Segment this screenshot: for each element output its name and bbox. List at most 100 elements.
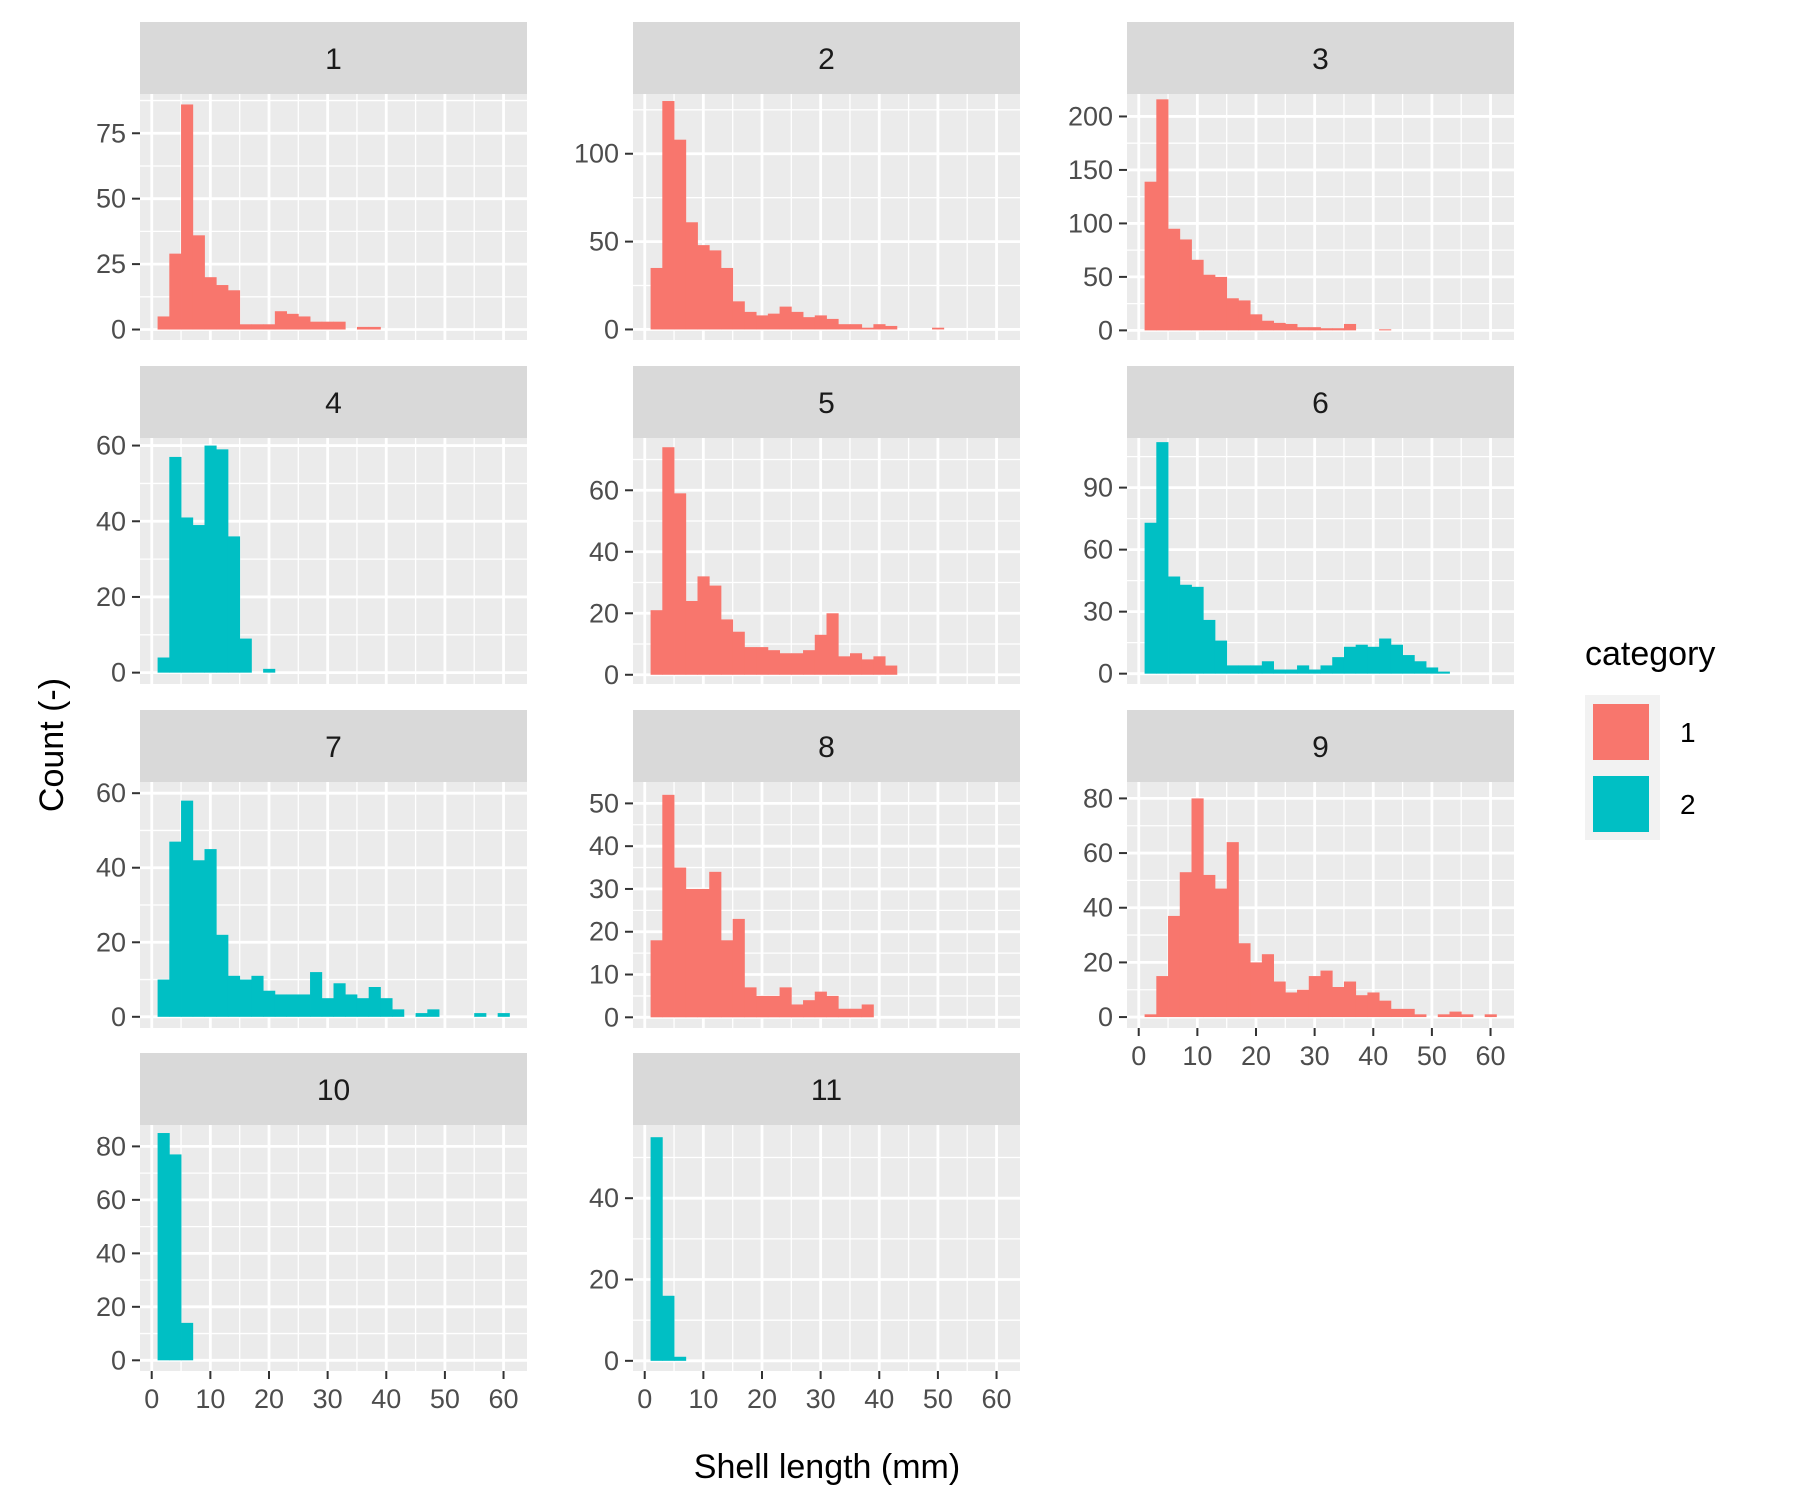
legend-key-category-2 — [1593, 776, 1649, 832]
x-tick-label: 20 — [1241, 1041, 1271, 1071]
histogram-bar — [674, 867, 687, 1018]
facet-panel-1: 1 0 25 50 75 — [96, 22, 527, 345]
y-tick-label: 30 — [1083, 597, 1113, 627]
y-tick-label: 150 — [1068, 155, 1113, 185]
histogram-bar — [849, 1008, 863, 1018]
histogram-bar — [1144, 181, 1157, 331]
histogram-bar — [1332, 328, 1345, 331]
facet-strip-label: 10 — [317, 1074, 350, 1107]
histogram-bar — [767, 995, 780, 1018]
histogram-bar — [803, 1000, 816, 1018]
histogram-bar — [427, 1009, 440, 1017]
histogram-bar — [838, 324, 851, 330]
histogram-bar — [497, 1013, 510, 1017]
x-tick-label: 60 — [982, 1384, 1012, 1414]
histogram-bar — [1156, 99, 1169, 331]
histogram-bar — [181, 1322, 194, 1361]
histogram-bar — [756, 315, 769, 330]
histogram-bar — [286, 994, 299, 1017]
histogram-bar — [814, 315, 827, 330]
legend-label-category-2: 2 — [1680, 789, 1696, 820]
histogram-bar — [1203, 274, 1216, 331]
y-tick-label: 60 — [589, 475, 619, 505]
histogram-bar — [1285, 323, 1298, 331]
y-tick-label: 60 — [96, 1185, 126, 1215]
facet-strip-label: 6 — [1312, 387, 1329, 420]
histogram-bar — [791, 1004, 804, 1018]
histogram-bar — [1414, 1014, 1427, 1018]
histogram-bar — [697, 576, 710, 675]
facet-panel-7: 7 0 20 40 60 — [96, 710, 527, 1032]
histogram-bar — [169, 1154, 182, 1361]
histogram-bar — [791, 653, 804, 675]
x-tick-label: 20 — [254, 1384, 284, 1414]
x-tick-label: 40 — [1358, 1041, 1388, 1071]
histogram-bar — [650, 267, 663, 330]
y-tick-label: 90 — [1083, 473, 1113, 503]
y-tick-label: 20 — [589, 917, 619, 947]
histogram-bar — [298, 316, 311, 330]
y-tick-label: 60 — [96, 778, 126, 808]
histogram-bar — [157, 979, 170, 1017]
histogram-bar — [1261, 320, 1274, 331]
histogram-bar — [1414, 661, 1427, 674]
facet-panel-9: 9 0 20 40 60 80 0 10 20 30 40 50 60 — [1083, 710, 1514, 1071]
y-tick-label: 20 — [96, 582, 126, 612]
y-tick-label: 80 — [1083, 783, 1113, 813]
histogram-bar — [709, 585, 722, 675]
histogram-bar — [685, 600, 698, 675]
histogram-bar — [1250, 665, 1263, 674]
histogram-bar — [779, 653, 792, 675]
legend: category 1 2 — [1585, 635, 1715, 840]
facet-strip-label: 7 — [325, 731, 342, 764]
histogram-bar — [415, 1013, 428, 1017]
y-tick-label: 20 — [96, 1292, 126, 1322]
y-tick-label: 0 — [604, 1346, 619, 1376]
histogram-bar — [181, 800, 194, 1017]
histogram-bar — [756, 647, 769, 675]
histogram-bar — [356, 998, 370, 1017]
histogram-bar — [1238, 943, 1251, 1018]
histogram-bar — [204, 445, 217, 673]
facet-panel-10: 10 0 20 40 60 80 0 10 20 30 40 50 60 — [96, 1053, 527, 1414]
histogram-bar — [709, 250, 722, 330]
histogram-bar — [1402, 1008, 1415, 1018]
histogram-bar — [274, 311, 287, 330]
histogram-bar — [204, 849, 217, 1017]
histogram-bar — [709, 871, 722, 1018]
histogram-bar — [849, 653, 863, 675]
histogram-bar — [1214, 640, 1228, 674]
histogram-bar — [1156, 976, 1169, 1018]
facet-strip-label: 4 — [325, 387, 342, 420]
y-tick-label: 100 — [1068, 208, 1113, 238]
facet-strip — [633, 710, 1020, 782]
histogram-bar — [1437, 671, 1450, 674]
histogram-bar — [791, 311, 804, 330]
histogram-bar — [263, 668, 276, 673]
x-tick-label: 30 — [313, 1384, 343, 1414]
y-tick-label: 0 — [111, 1345, 126, 1375]
histogram-bar — [263, 324, 276, 330]
histogram-bar — [1156, 442, 1169, 674]
histogram-bar — [1437, 1014, 1450, 1018]
histogram-bar — [662, 101, 675, 330]
y-tick-label: 100 — [574, 139, 619, 169]
x-tick-label: 40 — [864, 1384, 894, 1414]
histogram-bar — [169, 253, 182, 330]
y-tick-label: 10 — [589, 960, 619, 990]
histogram-bar — [333, 983, 346, 1017]
facet-strip — [140, 710, 527, 782]
histogram-bar — [650, 940, 663, 1018]
y-tick-label: 40 — [96, 1238, 126, 1268]
legend-key-category-1 — [1593, 704, 1649, 760]
histogram-bar — [1390, 1008, 1403, 1018]
histogram-bar — [744, 647, 757, 675]
histogram-bar — [1379, 638, 1392, 674]
histogram-bar — [1379, 329, 1392, 331]
y-tick-label: 40 — [1083, 893, 1113, 923]
facet-strip-label: 8 — [818, 731, 835, 764]
plot-background — [140, 1125, 527, 1371]
histogram-bar — [321, 321, 334, 330]
